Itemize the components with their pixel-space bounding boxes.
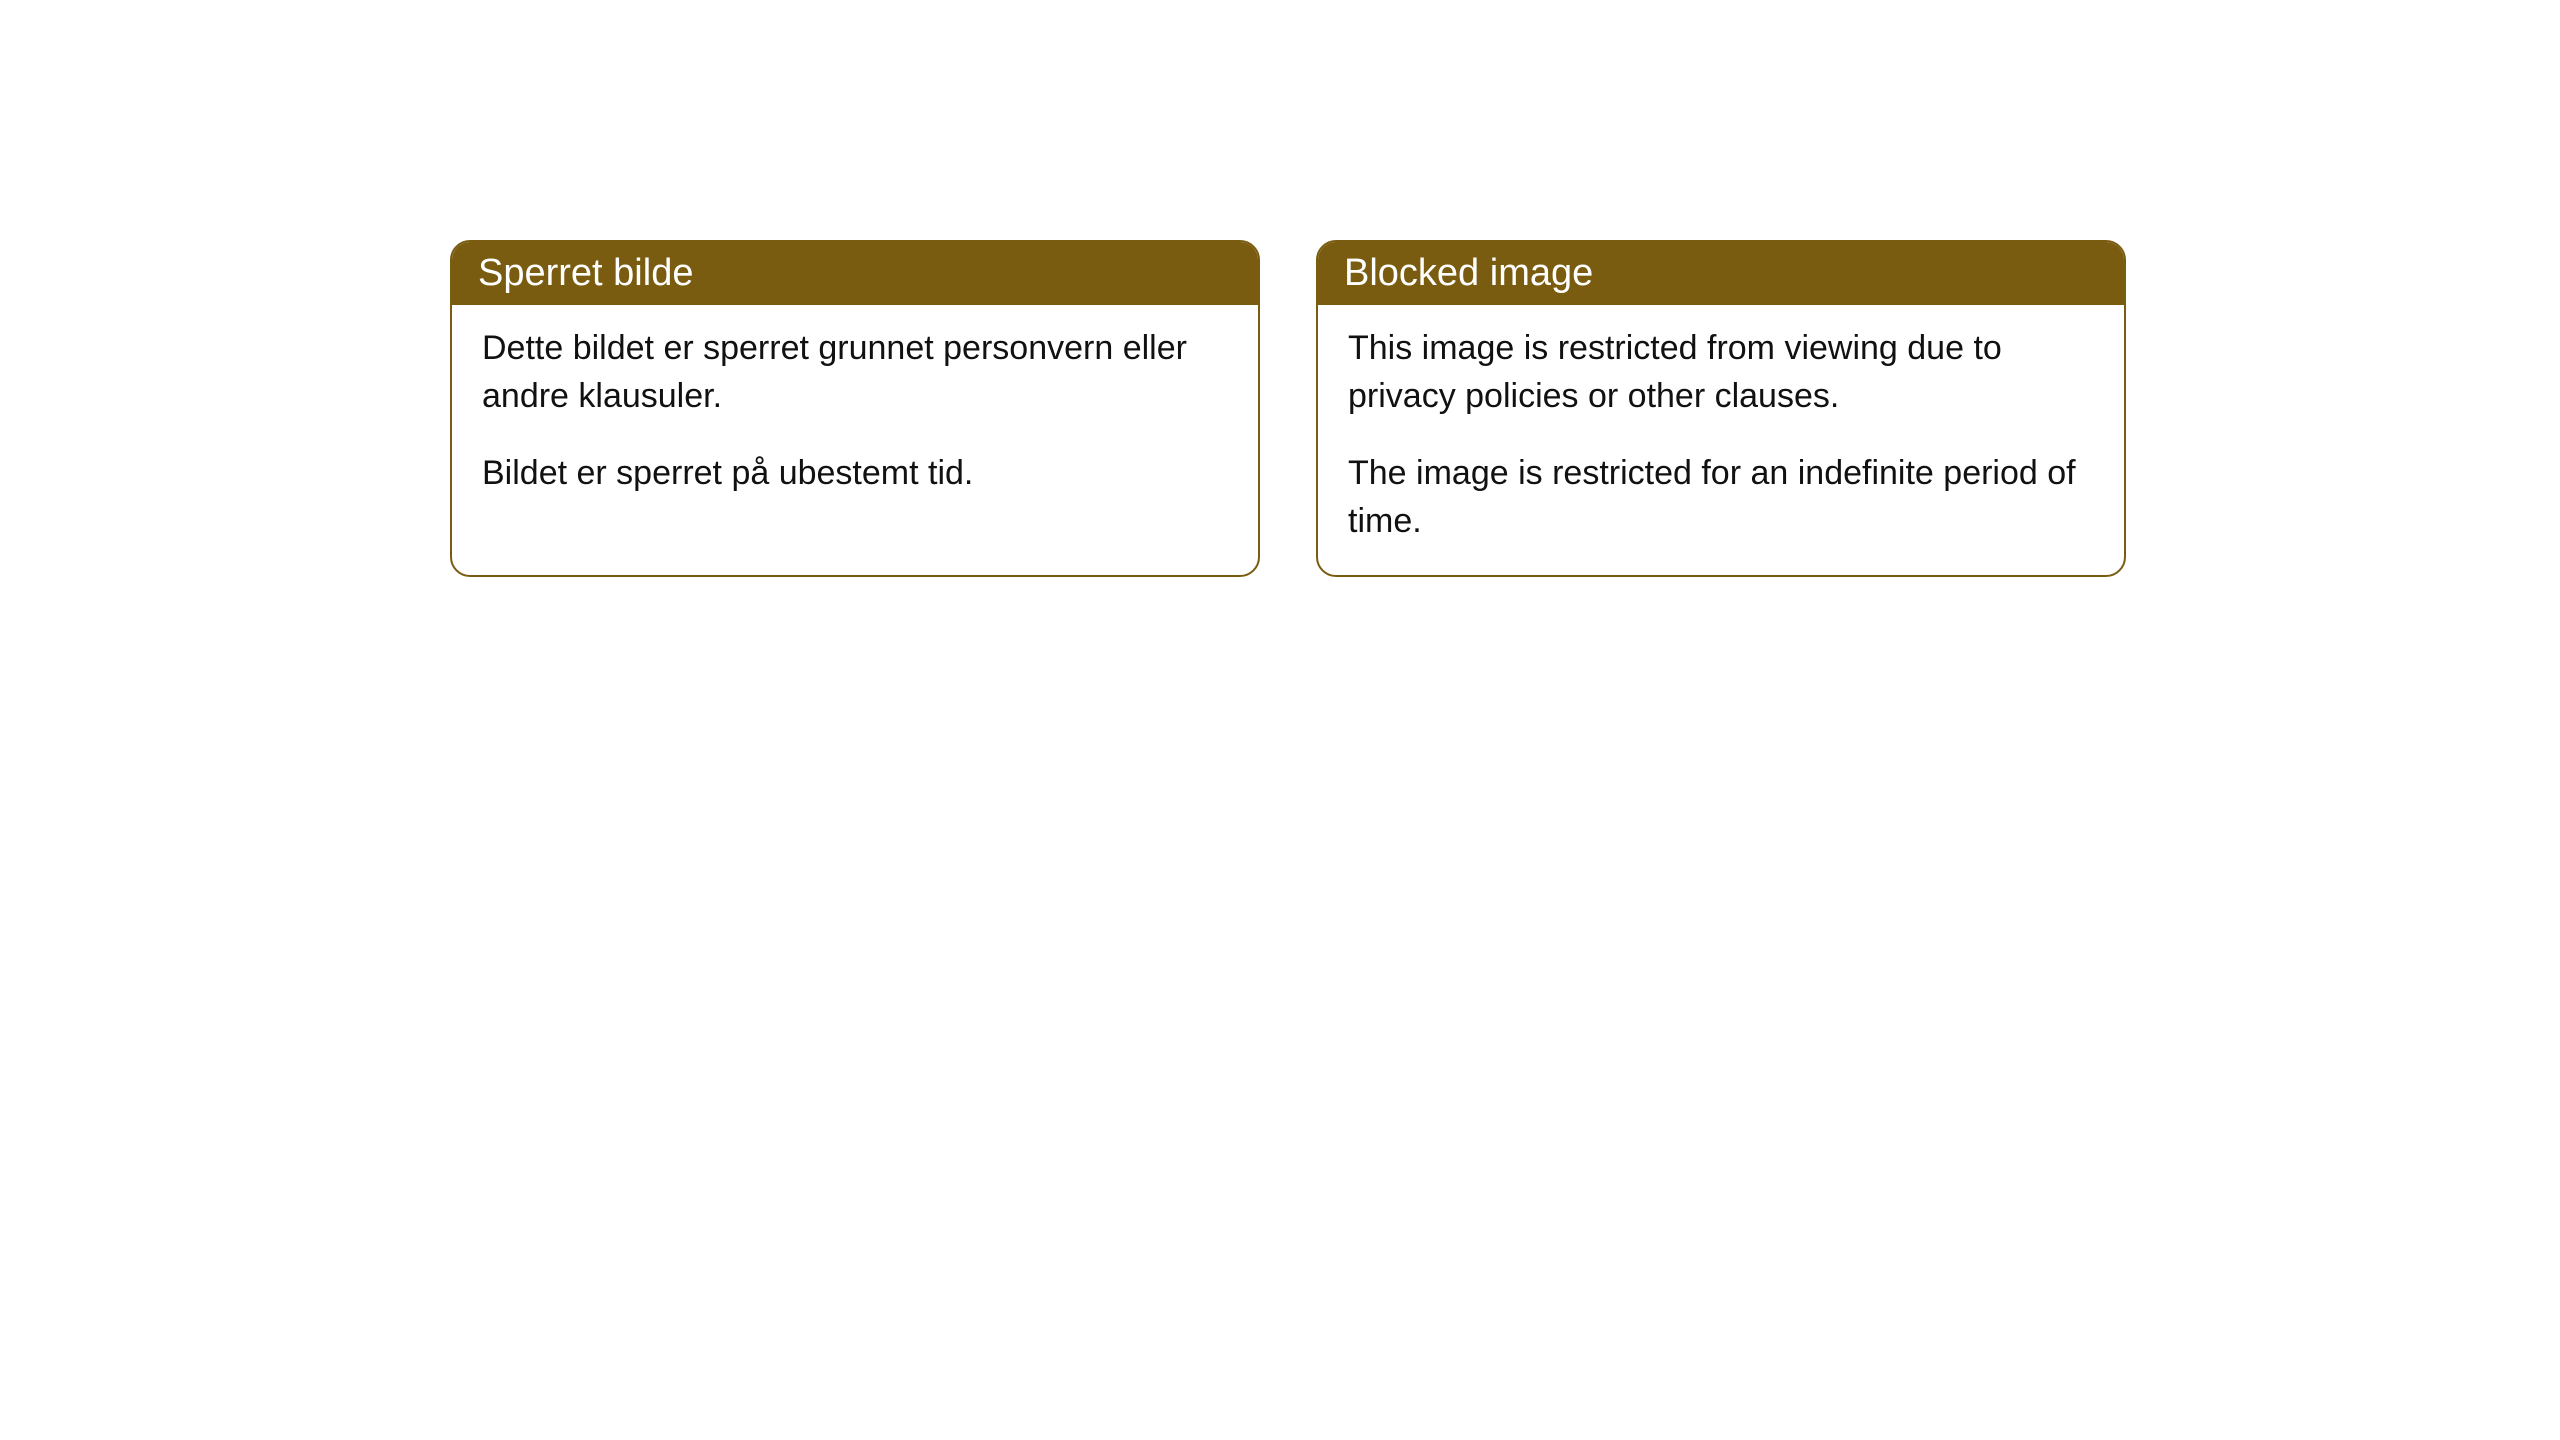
card-body: Dette bildet er sperret grunnet personve… xyxy=(452,305,1258,528)
card-header-text: Sperret bilde xyxy=(478,252,693,294)
notice-card-english: Blocked image This image is restricted f… xyxy=(1316,240,2126,577)
card-paragraph-1: This image is restricted from viewing du… xyxy=(1348,325,2094,420)
card-paragraph-2: Bildet er sperret på ubestemt tid. xyxy=(482,450,1228,498)
notice-card-norwegian: Sperret bilde Dette bildet er sperret gr… xyxy=(450,240,1260,577)
card-body: This image is restricted from viewing du… xyxy=(1318,305,2124,575)
card-header-text: Blocked image xyxy=(1344,252,1593,294)
card-paragraph-1: Dette bildet er sperret grunnet personve… xyxy=(482,325,1228,420)
card-paragraph-2: The image is restricted for an indefinit… xyxy=(1348,450,2094,545)
card-header: Sperret bilde xyxy=(452,242,1258,305)
notice-cards-container: Sperret bilde Dette bildet er sperret gr… xyxy=(450,240,2126,577)
card-header: Blocked image xyxy=(1318,242,2124,305)
